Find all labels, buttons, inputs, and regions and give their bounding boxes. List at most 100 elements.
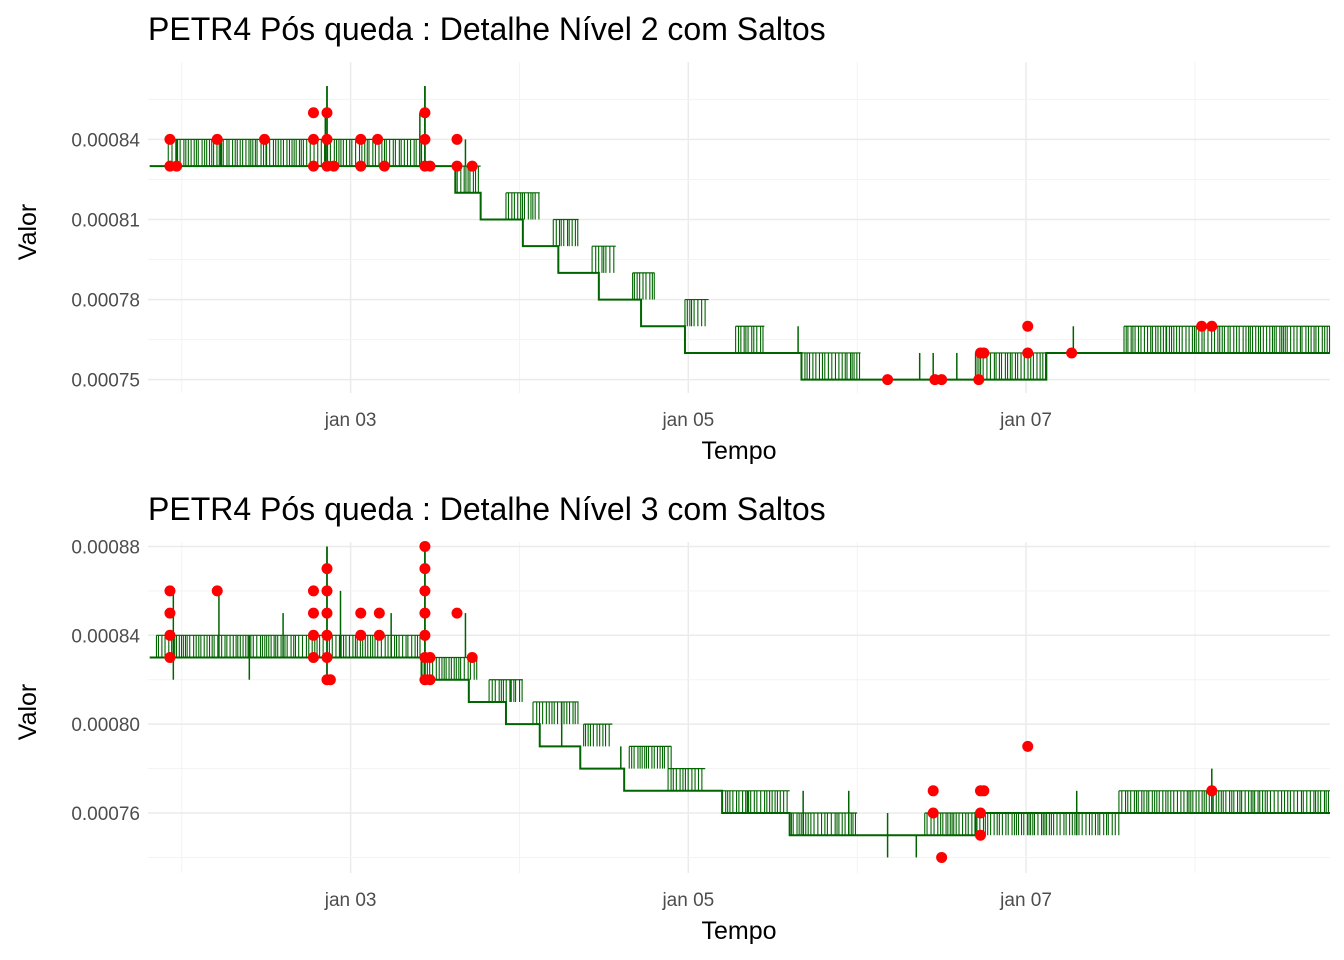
- jump-point: [419, 629, 431, 641]
- chart-panel-level-2: PETR4 Pós queda : Detalhe Nível 2 com Sa…: [14, 11, 1331, 465]
- y-axis-label-level-3: Valor: [14, 684, 42, 741]
- y-tick-label: 0.00076: [71, 804, 140, 825]
- y-tick-label: 0.00084: [71, 626, 140, 647]
- jump-point: [936, 374, 948, 386]
- dense-block: [632, 272, 655, 300]
- jump-point: [321, 133, 333, 145]
- jump-point: [882, 374, 894, 386]
- dense-block: [924, 812, 1120, 836]
- y-tick-labels-level-2: 0.00075 0.00078 0.00081 0.00084: [71, 130, 140, 391]
- jump-point: [373, 629, 385, 641]
- jump-point: [466, 652, 478, 664]
- jump-point: [321, 107, 333, 119]
- jump-point: [424, 652, 436, 664]
- jump-points-level-2: [164, 107, 1218, 386]
- jump-point: [321, 585, 333, 597]
- jump-point: [451, 160, 463, 172]
- jump-point: [373, 607, 385, 619]
- x-axis-label-level-3: Tempo: [701, 917, 776, 945]
- jump-point: [171, 160, 183, 172]
- jump-point: [307, 652, 319, 664]
- jump-point: [466, 160, 478, 172]
- x-tick-label: jan 05: [661, 410, 714, 431]
- dense-block: [591, 245, 616, 273]
- x-axis-label-level-2: Tempo: [701, 437, 776, 465]
- grid-level-2: [148, 62, 1330, 393]
- y-tick-label: 0.00084: [71, 130, 140, 151]
- y-tick-label: 0.00080: [71, 715, 140, 736]
- jump-point: [321, 629, 333, 641]
- jump-point: [1022, 347, 1034, 359]
- dense-block: [684, 298, 709, 327]
- jump-point: [164, 607, 176, 619]
- series-step-line: [149, 656, 1330, 837]
- y-tick-label: 0.00088: [71, 537, 140, 558]
- dense-block: [532, 701, 579, 725]
- jump-point: [307, 107, 319, 119]
- x-tick-label: jan 07: [999, 410, 1052, 431]
- jump-point: [307, 160, 319, 172]
- jump-point: [424, 160, 436, 172]
- jump-point: [927, 785, 939, 797]
- dense-block: [789, 812, 858, 836]
- jump-point: [324, 674, 336, 686]
- jump-point: [378, 160, 390, 172]
- jump-point: [355, 133, 367, 145]
- jump-point: [419, 133, 431, 145]
- jump-point: [164, 133, 176, 145]
- dense-block: [721, 790, 790, 814]
- x-tick-labels-level-3: jan 03 jan 05 jan 07: [324, 890, 1052, 911]
- dense-block: [552, 218, 579, 247]
- jump-point: [1196, 320, 1208, 332]
- jump-point: [164, 585, 176, 597]
- jump-point: [974, 829, 986, 841]
- jump-point: [419, 563, 431, 575]
- dense-block: [667, 767, 706, 791]
- jump-point: [1022, 320, 1034, 332]
- jump-point: [1066, 347, 1078, 359]
- jump-point: [974, 807, 986, 819]
- dense-block: [488, 679, 523, 702]
- jump-points-level-3: [164, 540, 1218, 863]
- jump-point: [451, 133, 463, 145]
- jump-point: [164, 652, 176, 664]
- y-axis-label-level-2: Valor: [14, 204, 42, 261]
- jump-point: [164, 629, 176, 641]
- series-lines-level-2: [149, 86, 1331, 381]
- series-step-line: [149, 165, 1330, 381]
- jump-point: [321, 607, 333, 619]
- jump-point: [211, 133, 223, 145]
- x-tick-label: jan 03: [324, 890, 377, 911]
- jump-point: [307, 585, 319, 597]
- jump-point: [978, 347, 990, 359]
- jump-point: [321, 563, 333, 575]
- jump-point: [355, 607, 367, 619]
- chart-title-level-3: PETR4 Pós queda : Detalhe Nível 3 com Sa…: [148, 491, 826, 527]
- jump-point: [978, 785, 990, 797]
- jump-point: [372, 133, 384, 145]
- dense-block: [628, 745, 672, 769]
- jump-point: [355, 629, 367, 641]
- jump-point: [424, 674, 436, 686]
- jump-point: [419, 585, 431, 597]
- series-lines-level-3: [149, 546, 1330, 858]
- jump-point: [259, 133, 271, 145]
- jump-point: [451, 607, 463, 619]
- jump-point: [936, 851, 948, 863]
- dense-block: [505, 192, 540, 220]
- chart-panel-level-3: PETR4 Pós queda : Detalhe Nível 3 com Sa…: [14, 491, 1330, 945]
- jump-point: [1206, 320, 1218, 332]
- y-tick-label: 0.00075: [71, 371, 140, 392]
- chart-title-level-2: PETR4 Pós queda : Detalhe Nível 2 com Sa…: [148, 11, 826, 47]
- jump-point: [419, 607, 431, 619]
- dense-block: [1123, 325, 1331, 353]
- y-tick-labels-level-3: 0.00076 0.00080 0.00084 0.00088: [71, 537, 140, 825]
- jump-point: [211, 585, 223, 597]
- jump-point: [419, 540, 431, 552]
- jump-point: [927, 807, 939, 819]
- dense-block: [735, 325, 765, 353]
- dense-block: [583, 723, 613, 747]
- jump-point: [1206, 785, 1218, 797]
- x-tick-label: jan 05: [661, 890, 714, 911]
